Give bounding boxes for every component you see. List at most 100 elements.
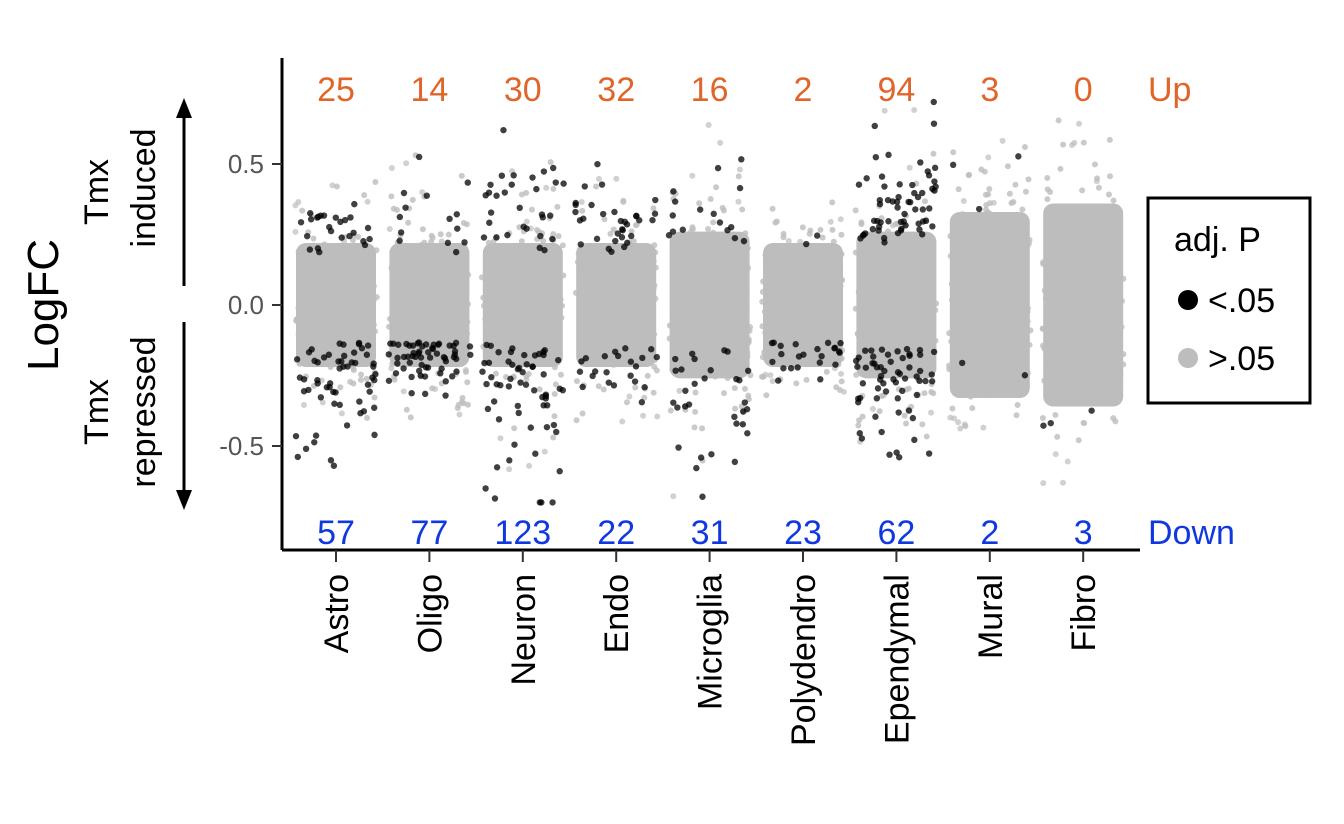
data-point-nonsignificant <box>1110 388 1117 395</box>
data-point-significant <box>550 164 557 172</box>
data-point-nonsignificant <box>509 292 516 299</box>
data-point-nonsignificant <box>625 265 632 272</box>
data-point-significant <box>338 358 345 365</box>
data-point-significant <box>317 394 325 401</box>
induced-label-line2: induced <box>125 128 163 247</box>
data-point-significant <box>400 365 407 372</box>
data-point-nonsignificant <box>632 303 639 310</box>
data-point-nonsignificant <box>968 327 975 334</box>
data-point-nonsignificant <box>1024 318 1031 325</box>
data-point-nonsignificant <box>983 239 990 246</box>
data-point-significant <box>385 377 393 384</box>
data-point-significant <box>350 349 358 356</box>
data-point-nonsignificant <box>1012 353 1019 360</box>
data-point-nonsignificant <box>919 273 926 280</box>
data-point-significant <box>400 189 408 197</box>
data-point-significant <box>894 348 901 355</box>
data-point-nonsignificant <box>1026 341 1033 348</box>
data-point-significant <box>547 212 554 219</box>
data-point-nonsignificant <box>394 325 401 332</box>
data-point-nonsignificant <box>892 286 899 293</box>
data-point-nonsignificant <box>415 245 422 252</box>
data-point-nonsignificant <box>1044 242 1051 249</box>
x-tick-label: Neuron <box>505 574 543 686</box>
data-point-nonsignificant <box>817 226 824 233</box>
data-point-nonsignificant <box>971 386 978 393</box>
data-point-nonsignificant <box>1079 187 1086 194</box>
data-point-nonsignificant <box>526 246 533 253</box>
data-point-nonsignificant <box>734 262 741 269</box>
data-point-nonsignificant <box>594 328 601 335</box>
data-point-nonsignificant <box>1055 117 1062 124</box>
data-point-significant <box>769 358 776 366</box>
data-point-nonsignificant <box>592 361 599 368</box>
data-point-significant <box>364 224 372 232</box>
data-point-nonsignificant <box>1109 377 1116 384</box>
data-point-nonsignificant <box>397 309 404 316</box>
data-point-significant <box>857 235 864 242</box>
data-point-nonsignificant <box>928 294 935 301</box>
data-point-nonsignificant <box>1071 299 1078 306</box>
data-point-nonsignificant <box>671 288 678 295</box>
data-point-significant <box>442 378 449 385</box>
data-point-nonsignificant <box>620 321 627 328</box>
data-point-nonsignificant <box>418 258 425 265</box>
data-point-nonsignificant <box>1023 268 1030 275</box>
data-point-nonsignificant <box>830 238 837 245</box>
data-point-nonsignificant <box>458 172 465 179</box>
data-point-nonsignificant <box>387 315 394 322</box>
data-point-significant <box>338 234 345 241</box>
data-point-nonsignificant <box>591 290 598 297</box>
data-point-nonsignificant <box>933 300 940 307</box>
data-point-significant <box>601 353 609 360</box>
data-point-nonsignificant <box>703 348 710 355</box>
data-point-nonsignificant <box>890 277 897 284</box>
data-point-nonsignificant <box>535 294 542 301</box>
data-point-significant <box>306 246 314 253</box>
data-point-significant <box>297 219 305 226</box>
data-point-nonsignificant <box>651 282 658 289</box>
data-point-nonsignificant <box>957 425 964 432</box>
data-point-significant <box>697 206 704 213</box>
data-point-nonsignificant <box>441 328 448 335</box>
data-point-nonsignificant <box>526 462 533 469</box>
data-point-nonsignificant <box>649 267 656 274</box>
data-point-significant <box>452 248 460 256</box>
data-point-significant <box>549 499 556 506</box>
data-point-nonsignificant <box>1049 310 1056 317</box>
data-point-nonsignificant <box>951 415 958 422</box>
data-point-nonsignificant <box>304 288 311 295</box>
data-point-significant <box>618 234 626 241</box>
data-point-nonsignificant <box>685 271 692 278</box>
data-point-nonsignificant <box>1076 214 1083 221</box>
data-point-nonsignificant <box>834 275 841 282</box>
data-point-nonsignificant <box>478 274 485 281</box>
data-point-nonsignificant <box>689 172 696 179</box>
data-point-nonsignificant <box>1014 401 1021 408</box>
data-point-significant <box>614 352 622 360</box>
data-point-nonsignificant <box>828 265 835 272</box>
data-point-significant <box>915 220 922 227</box>
data-point-nonsignificant <box>295 248 302 255</box>
data-point-significant <box>884 196 892 204</box>
x-tick-label: Oligo <box>411 574 449 653</box>
data-point-nonsignificant <box>876 408 883 415</box>
data-point-significant <box>926 205 933 212</box>
data-point-significant <box>895 193 902 201</box>
data-point-nonsignificant <box>815 267 822 274</box>
data-point-significant <box>422 341 430 348</box>
data-point-significant <box>314 359 321 366</box>
data-point-significant <box>364 381 372 388</box>
data-point-nonsignificant <box>667 407 674 414</box>
data-point-nonsignificant <box>389 332 396 339</box>
data-point-nonsignificant <box>314 268 321 275</box>
data-point-nonsignificant <box>949 405 956 412</box>
data-point-significant <box>614 230 621 237</box>
data-point-nonsignificant <box>526 280 533 287</box>
data-point-nonsignificant <box>1044 186 1051 193</box>
data-point-nonsignificant <box>415 291 422 298</box>
data-point-nonsignificant <box>827 315 834 322</box>
data-point-nonsignificant <box>650 389 657 396</box>
data-point-significant <box>925 450 933 457</box>
data-point-nonsignificant <box>514 268 521 275</box>
